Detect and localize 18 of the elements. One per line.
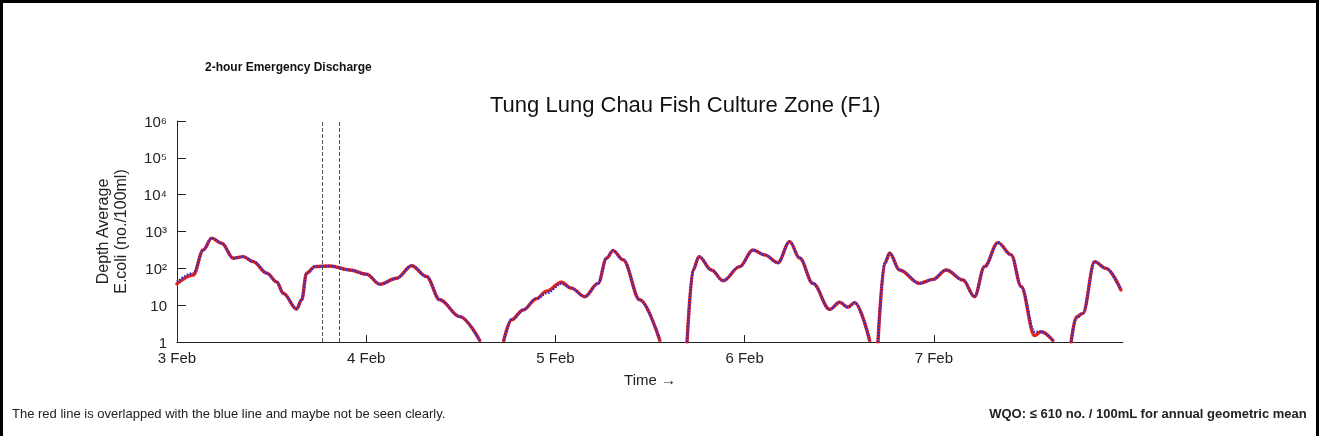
y-tick-label: 10 xyxy=(150,296,167,314)
y-tick-label: 10² xyxy=(145,259,167,277)
x-tick-label: 5 Feb xyxy=(536,349,575,366)
text: WQO: ≤ 610 no. / 100mL for annual geometric mean xyxy=(989,406,1307,421)
chart-subtitle: 2-hour Emergency Discharge xyxy=(205,60,373,74)
x-tick-label: 4 Feb xyxy=(347,349,386,366)
y-tick-label: 1 xyxy=(158,333,167,351)
x-tick-label: 7 Feb xyxy=(914,349,953,366)
chart-title: Tung Lung Chau Fish Culture Zone (F1) xyxy=(490,91,881,117)
x-axis-title: Time → xyxy=(624,371,676,388)
y-tick-label: 10⁶ xyxy=(144,112,167,130)
x-tick-label: 3 Feb xyxy=(157,349,197,366)
y-axis-title: Depth Average E.coli (no./100ml) xyxy=(93,169,129,294)
x-tick-label: 6 Feb xyxy=(725,349,764,366)
text: The red line is overlapped with the blue line and maybe not be seen clearly. xyxy=(12,406,446,421)
y-tick-label: 10³ xyxy=(145,223,167,240)
y-tick-label: 10⁴ xyxy=(143,186,167,204)
y-tick-label: 10⁵ xyxy=(144,149,167,167)
